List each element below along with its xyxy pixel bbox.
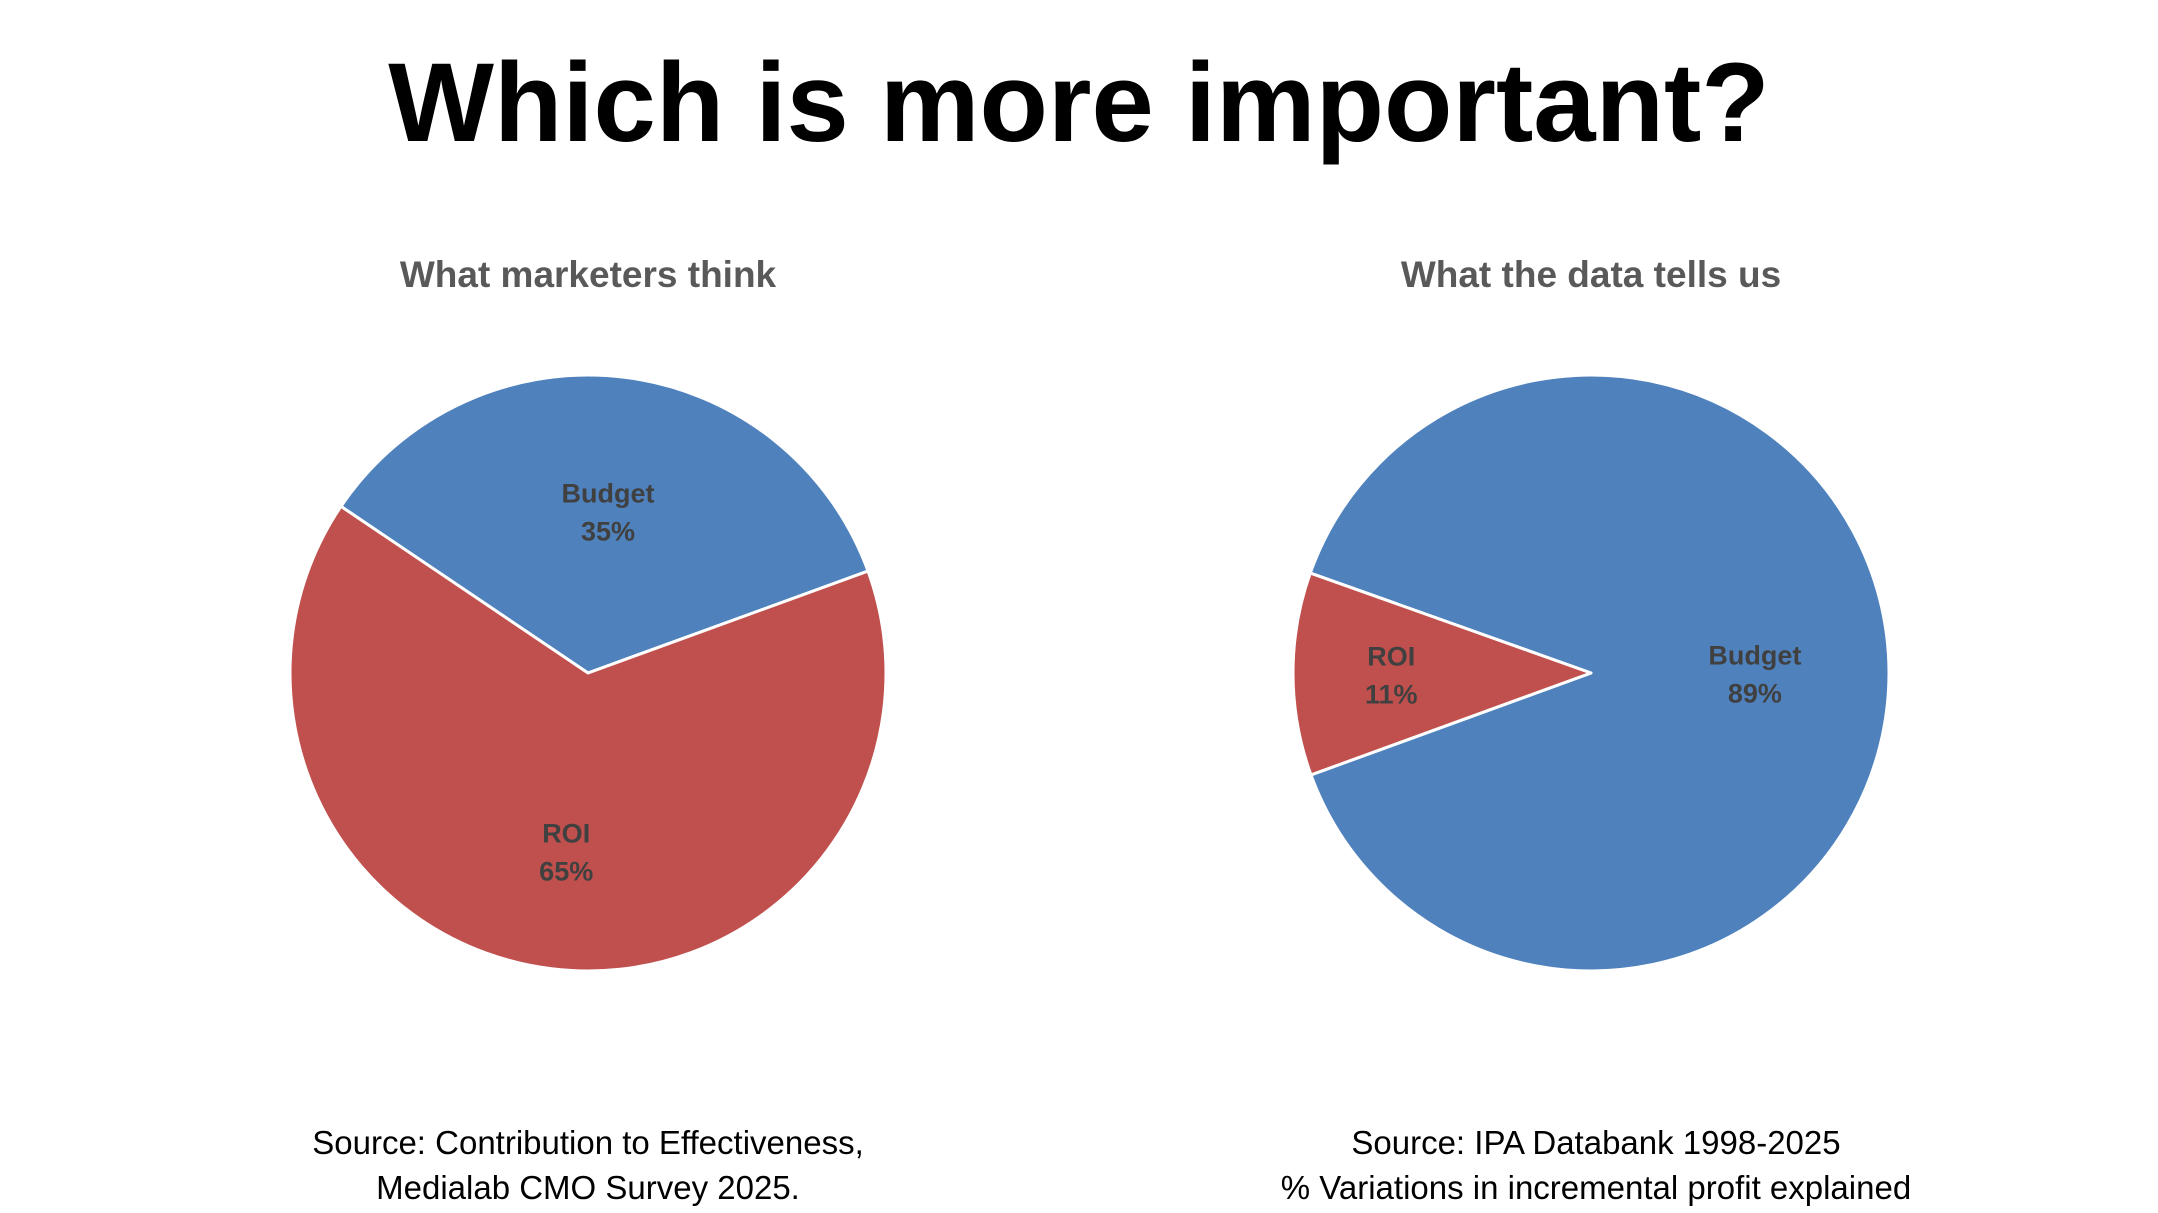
data-label-value: 65% bbox=[539, 857, 593, 887]
pie-slice-budget bbox=[339, 373, 870, 675]
source-line: Medialab CMO Survey 2025. bbox=[376, 1169, 800, 1206]
source-line: Source: Contribution to Effectiveness, bbox=[312, 1124, 864, 1161]
data-label-category: Budget bbox=[1708, 640, 1801, 670]
data-label-value: 89% bbox=[1728, 678, 1782, 708]
pie-slice-roi bbox=[1291, 571, 1593, 777]
source-note-left: Source: Contribution to Effectiveness, M… bbox=[138, 1120, 1038, 1210]
pie-chart-data: Budget 89% ROI 11% What the data tells us bbox=[1291, 254, 1891, 973]
data-label-category: ROI bbox=[542, 819, 590, 849]
pie-slice-roi bbox=[288, 504, 888, 973]
data-label-value: 35% bbox=[581, 516, 635, 546]
chart-title: What marketers think bbox=[400, 254, 777, 295]
page-title: Which is more important? bbox=[388, 40, 1770, 165]
data-label-category: Budget bbox=[562, 478, 655, 508]
data-label-category: ROI bbox=[1367, 642, 1415, 672]
data-label-value: 11% bbox=[1365, 680, 1418, 710]
source-line: Source: IPA Databank 1998-2025 bbox=[1351, 1124, 1841, 1161]
chart-title: What the data tells us bbox=[1401, 254, 1781, 295]
source-line: % Variations in incremental profit expla… bbox=[1280, 1169, 1912, 1206]
pie-slice-budget bbox=[1308, 373, 1891, 973]
source-note-right: Source: IPA Databank 1998-2025 % Variati… bbox=[1146, 1120, 2046, 1210]
pie-chart-marketers: Budget 35% ROI 65% What marketers think bbox=[288, 254, 888, 973]
